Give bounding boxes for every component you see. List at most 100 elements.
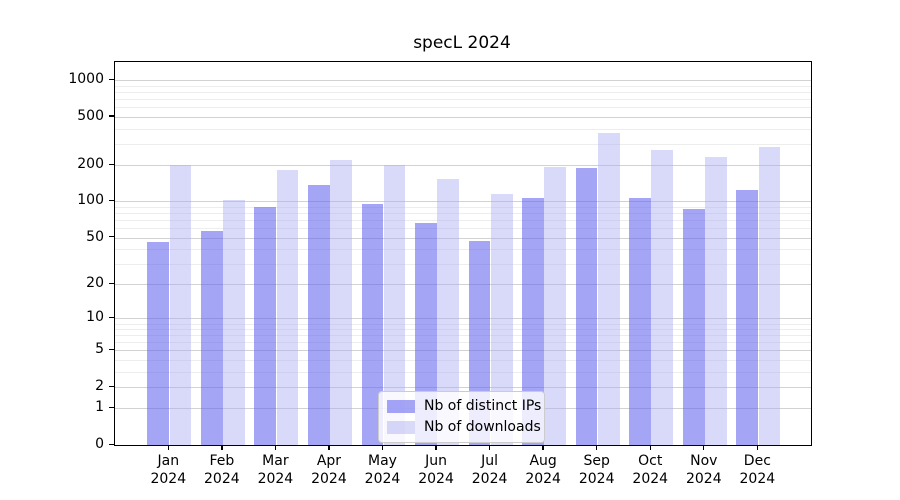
y-tick-label-50: 50	[86, 228, 104, 245]
gridline-minor-60	[115, 228, 811, 230]
gridline-10	[115, 318, 811, 320]
x-tick-label-sep: Sep 2024	[578, 453, 615, 487]
gridline-minor-90	[115, 206, 811, 208]
y-tick-mark-10	[109, 316, 115, 319]
bar-downloads-nov	[705, 157, 727, 445]
x-tick-mark-jan	[167, 445, 169, 450]
x-tick-label-may: May 2024	[364, 453, 401, 487]
x-tick-mark-feb	[221, 445, 223, 450]
x-tick-label-jul: Jul 2024	[471, 453, 508, 487]
x-tick-mark-jun	[435, 445, 437, 450]
y-tick-label-0: 0	[95, 436, 104, 452]
x-tick-label-aug: Aug 2024	[525, 453, 561, 487]
gridline-minor-300	[115, 143, 811, 145]
bar-distinct-ips-oct	[629, 198, 652, 445]
y-tick-mark-100	[109, 199, 115, 202]
x-tick-label-feb: Feb 2024	[204, 453, 240, 487]
y-tick-label-10: 10	[86, 309, 104, 326]
y-tick-mark-2	[109, 385, 115, 387]
gridline-minor-40	[115, 249, 811, 251]
plot-area	[114, 61, 812, 446]
bar-downloads-may	[383, 165, 406, 445]
gridline-2	[115, 387, 811, 389]
bar-distinct-ips-jan	[147, 241, 170, 445]
gridline-1000	[115, 80, 811, 82]
gridline-minor-3	[115, 371, 811, 373]
x-tick-mark-nov	[703, 445, 705, 450]
bar-distinct-ips-dec	[736, 189, 759, 445]
legend-label-downloads: Nb of downloads	[424, 419, 541, 435]
bar-downloads-mar	[276, 170, 299, 445]
gridline-minor-700	[115, 99, 811, 101]
gridline-minor-4	[115, 360, 811, 362]
y-tick-mark-20	[109, 282, 115, 285]
x-tick-mark-sep	[596, 445, 598, 450]
y-tick-label-1: 1	[95, 399, 104, 416]
x-tick-mark-jul	[488, 445, 491, 450]
gridline-minor-400	[115, 128, 811, 130]
bar-distinct-ips-feb	[200, 230, 223, 445]
bar-distinct-ips-may	[361, 204, 384, 445]
y-tick-label-20: 20	[86, 275, 104, 292]
bar-downloads-dec	[758, 146, 781, 445]
gridline-500	[115, 116, 811, 118]
gridline-minor-6	[115, 342, 811, 344]
bar-downloads-jul	[490, 194, 513, 445]
x-tick-label-dec: Dec 2024	[739, 453, 776, 487]
bar-downloads-feb	[223, 199, 245, 445]
gridline-minor-8	[115, 329, 811, 331]
x-tick-mark-may	[381, 445, 384, 450]
bar-distinct-ips-sep	[575, 167, 598, 445]
bar-distinct-ips-jun	[415, 223, 437, 445]
bar-downloads-jan	[169, 165, 192, 445]
x-tick-mark-apr	[328, 445, 330, 450]
legend-swatch-distinct-ips	[387, 399, 415, 413]
legend-swatch-downloads	[387, 420, 415, 434]
chart-title: specL 2024	[413, 33, 511, 53]
x-tick-label-jan: Jan 2024	[150, 453, 187, 487]
bar-distinct-ips-aug	[522, 197, 544, 445]
legend: Nb of distinct IPs Nb of downloads	[378, 391, 545, 443]
gridline-minor-80	[115, 213, 811, 215]
legend-item-downloads: Nb of downloads	[387, 419, 541, 435]
gridline-minor-9	[115, 323, 811, 325]
y-tick-label-200: 200	[77, 156, 104, 173]
x-tick-label-jun: Jun 2024	[418, 453, 454, 487]
bar-distinct-ips-apr	[307, 185, 330, 445]
legend-item-distinct-ips: Nb of distinct IPs	[387, 398, 541, 414]
bar-downloads-apr	[330, 160, 352, 445]
y-tick-mark-500	[109, 115, 115, 117]
bar-distinct-ips-mar	[254, 206, 277, 445]
x-tick-mark-aug	[542, 445, 544, 450]
y-tick-mark-200	[109, 163, 115, 166]
y-tick-mark-5	[109, 348, 115, 351]
x-tick-mark-oct	[649, 445, 651, 450]
gridline-minor-70	[115, 220, 811, 222]
x-tick-mark-dec	[756, 445, 759, 450]
y-tick-mark-50	[109, 236, 115, 238]
x-tick-label-mar: Mar 2024	[257, 453, 294, 487]
bar-downloads-aug	[544, 167, 567, 445]
gridline-minor-900	[115, 86, 811, 87]
y-tick-label-100: 100	[77, 192, 104, 209]
x-tick-label-oct: Oct 2024	[632, 453, 669, 487]
gridline-200	[115, 165, 811, 167]
bar-downloads-sep	[597, 132, 620, 445]
y-tick-label-500: 500	[77, 107, 104, 124]
y-tick-mark-0	[109, 443, 115, 445]
gridline-minor-7	[115, 335, 811, 337]
y-tick-mark-1000	[109, 78, 115, 81]
bar-downloads-jun	[437, 178, 460, 445]
gridline-20	[115, 284, 811, 286]
x-tick-label-apr: Apr 2024	[311, 453, 347, 487]
x-tick-mark-mar	[274, 445, 277, 450]
bar-distinct-ips-nov	[682, 209, 705, 445]
gridline-5	[115, 350, 811, 352]
gridline-minor-800	[115, 92, 811, 94]
bar-downloads-oct	[651, 150, 674, 445]
y-tick-label-5: 5	[95, 341, 104, 358]
gridline-100	[115, 201, 811, 203]
gridline-minor-600	[115, 107, 811, 109]
y-tick-mark-1	[109, 406, 115, 409]
